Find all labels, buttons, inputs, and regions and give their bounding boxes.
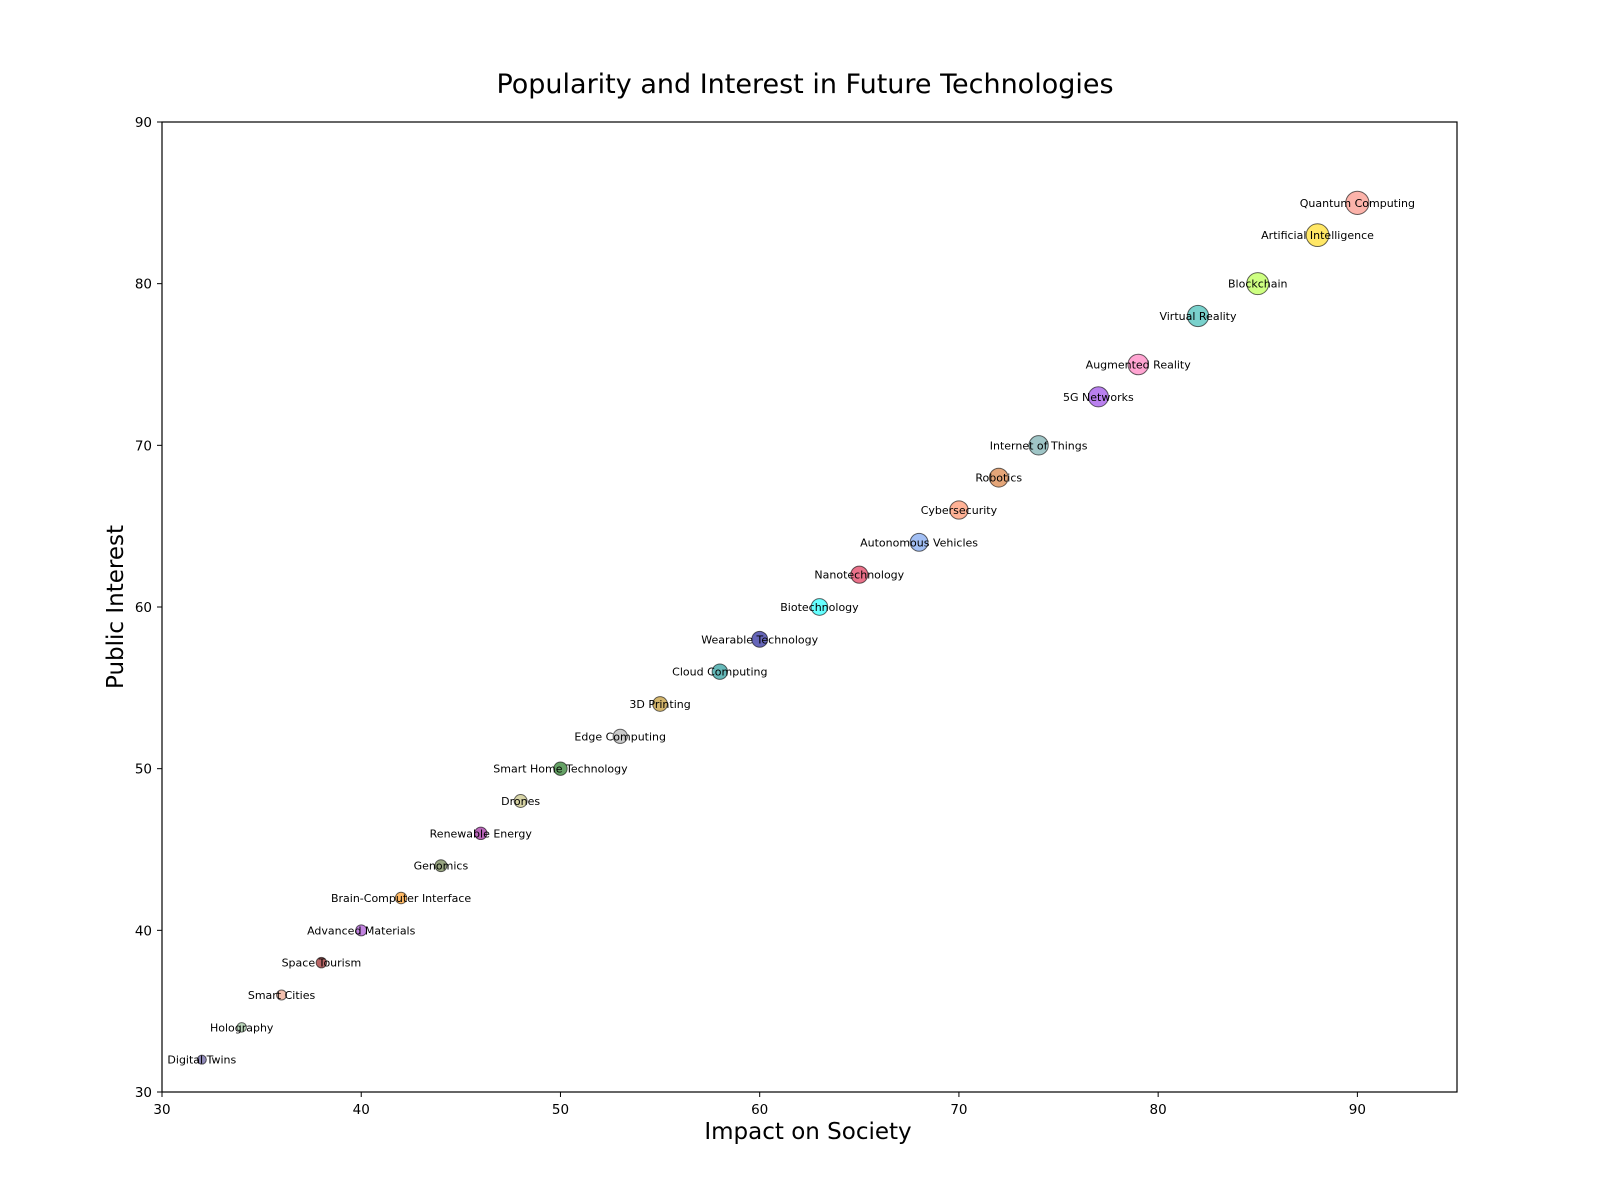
point-label: Cybersecurity: [921, 504, 998, 517]
point-label: Digital Twins: [167, 1054, 236, 1067]
plot-area-frame: [161, 121, 1458, 1093]
data-point: [513, 794, 528, 808]
point-label: Advanced Materials: [307, 924, 416, 937]
data-point: [652, 696, 668, 712]
point-label: 3D Printing: [629, 698, 690, 711]
point-label: Virtual Reality: [1159, 310, 1237, 323]
data-point: [315, 956, 328, 969]
y-tick-label: 70: [135, 438, 152, 454]
x-tick-label: 90: [1349, 1102, 1366, 1118]
data-point: [1028, 435, 1049, 456]
data-point: [949, 500, 969, 520]
point-label: Brain-Computer Interface: [331, 892, 471, 905]
data-point: [1186, 304, 1210, 328]
point-label: Biotechnology: [780, 601, 859, 614]
point-label: Quantum Computing: [1300, 197, 1415, 210]
point-label: Blockchain: [1228, 278, 1288, 291]
x-tick-label: 60: [751, 1102, 768, 1118]
data-point: [434, 859, 448, 873]
point-label: Drones: [501, 795, 540, 808]
point-label: Renewable Energy: [430, 827, 533, 840]
y-tick-label: 60: [135, 600, 152, 616]
x-tick-label: 30: [153, 1102, 170, 1118]
data-point: [553, 761, 568, 776]
point-label: Wearable Technology: [701, 633, 818, 646]
y-axis-label: Public Interest: [103, 525, 129, 689]
point-label: Autonomous Vehicles: [860, 536, 978, 549]
point-label: Space Tourism: [282, 957, 362, 970]
point-labels-layer: Quantum Computing Artificial Intelligence…: [167, 197, 1415, 1067]
x-tick-label: 50: [552, 1102, 569, 1118]
point-label: Augmented Reality: [1086, 359, 1192, 372]
chart-title: Popularity and Interest in Future Techno…: [496, 69, 1113, 100]
data-point: [196, 1054, 207, 1065]
points-layer: [196, 190, 1370, 1065]
point-label: Nanotechnology: [814, 569, 904, 582]
x-tick-label: 70: [950, 1102, 967, 1118]
data-point: [1127, 353, 1150, 376]
y-tick-label: 30: [135, 1085, 152, 1101]
y-tick-label: 80: [135, 277, 152, 293]
data-point: [1246, 272, 1270, 296]
data-point: [1305, 223, 1330, 248]
point-label: 5G Networks: [1063, 391, 1134, 404]
data-point: [1345, 190, 1370, 215]
data-point: [711, 663, 729, 680]
data-point: [988, 467, 1009, 488]
y-tick-label: 50: [135, 762, 152, 778]
data-point: [1087, 386, 1109, 408]
point-label: Cloud Computing: [672, 666, 767, 679]
data-point: [612, 728, 628, 744]
x-tick-label: 40: [353, 1102, 370, 1118]
point-label: Robotics: [975, 472, 1022, 485]
data-point: [909, 532, 929, 552]
ticks-layer: 30 40 50 60 70 80 90 30 40 50 60 70 80 90: [135, 115, 1366, 1118]
data-point: [394, 891, 408, 905]
data-point: [751, 630, 769, 648]
point-label: Smart Home Technology: [493, 763, 628, 776]
point-label: Internet of Things: [990, 439, 1088, 452]
point-label: Edge Computing: [574, 730, 666, 743]
y-tick-label: 90: [135, 115, 152, 131]
point-label: Smart Cities: [248, 989, 316, 1002]
x-axis-label: Impact on Society: [704, 1119, 911, 1145]
y-tick-label: 40: [135, 923, 152, 939]
data-point: [236, 1022, 247, 1033]
data-point: [276, 989, 288, 1001]
x-tick-label: 80: [1150, 1102, 1167, 1118]
point-label: Artificial Intelligence: [1261, 229, 1374, 242]
data-point: [810, 598, 829, 616]
data-point: [355, 924, 368, 937]
data-point: [474, 826, 488, 841]
data-point: [850, 565, 869, 584]
point-label: Holography: [210, 1021, 274, 1034]
point-label: Genomics: [414, 860, 469, 873]
